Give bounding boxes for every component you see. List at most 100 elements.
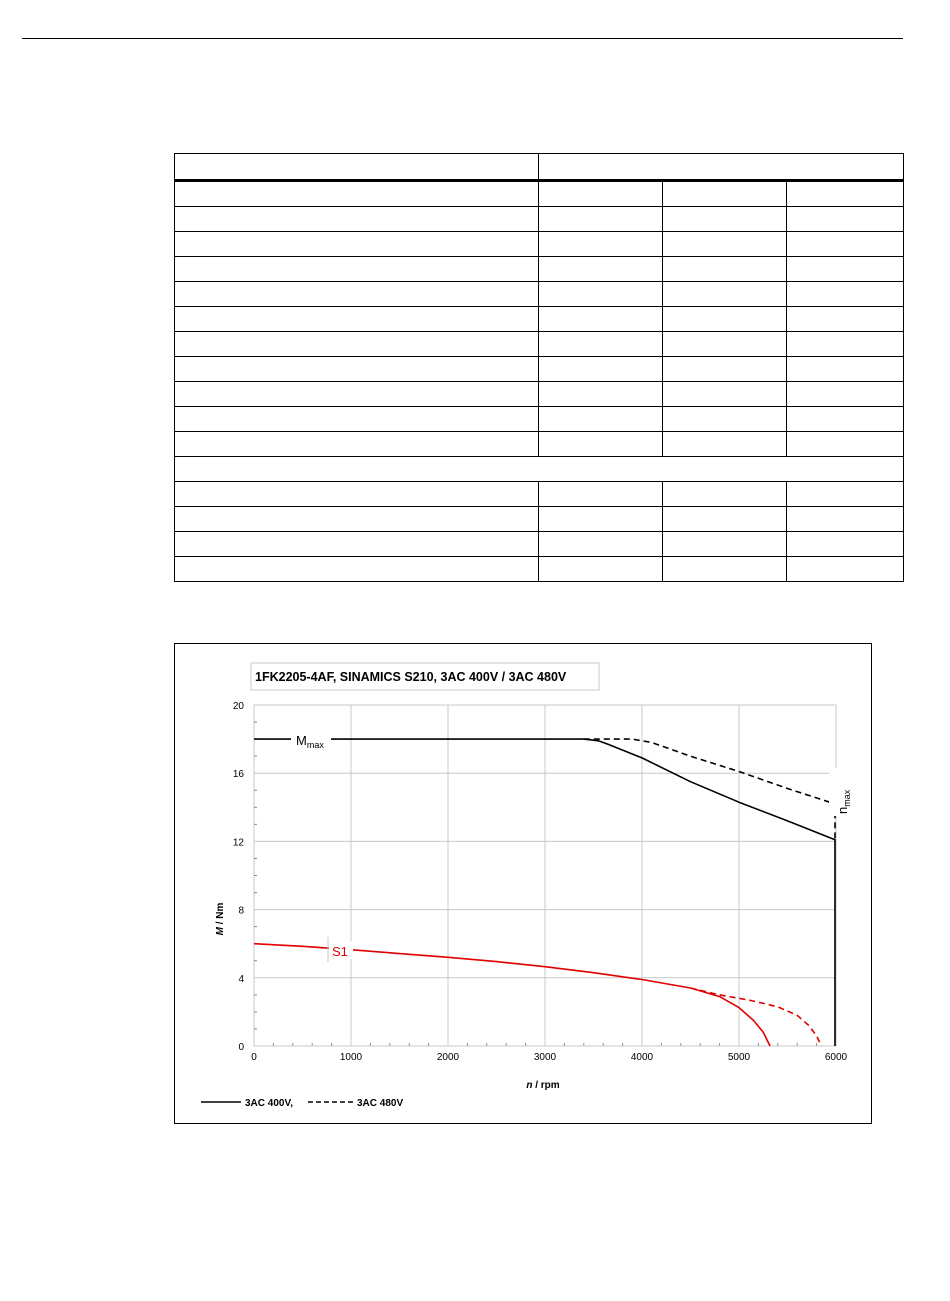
nmax-label-main: n — [835, 807, 850, 814]
y-axis-label-var: M — [215, 926, 226, 935]
table-cell — [662, 531, 787, 557]
table-cell — [662, 281, 787, 307]
table-cell — [662, 431, 787, 457]
table-cell — [174, 231, 539, 257]
table-cell — [785, 331, 905, 357]
table-cell — [662, 306, 787, 332]
table-row — [174, 180, 905, 207]
y-tick-label: 12 — [233, 837, 245, 848]
x-tick-label: 6000 — [825, 1052, 848, 1063]
legend-dashed-label: 3AC 480V — [357, 1098, 403, 1109]
x-tick-label: 2000 — [437, 1052, 460, 1063]
table-cell — [174, 306, 539, 332]
mmax-label-bg — [291, 730, 331, 750]
chart-legend: 3AC 400V, 3AC 480V — [201, 1098, 403, 1109]
table-cell — [662, 180, 787, 207]
x-tick-label: 1000 — [340, 1052, 363, 1063]
s1-label-bg — [329, 941, 353, 959]
table-cell — [174, 331, 539, 357]
table-cell — [785, 481, 905, 507]
table-row — [174, 231, 905, 257]
y-tick-label: 20 — [233, 701, 245, 712]
torque-speed-chart: 1FK2205-4AF, SINAMICS S210, 3AC 400V / 3… — [201, 662, 852, 1109]
table-cell — [785, 406, 905, 432]
table-cell — [174, 556, 539, 582]
y-axis-label-unit: / Nm — [215, 902, 226, 927]
mmax-label-sub: max — [307, 740, 325, 750]
y-tick-label: 4 — [238, 974, 244, 985]
y-axis-label: M / Nm — [215, 902, 226, 935]
table-header-row — [174, 153, 905, 182]
x-tick-label: 3000 — [534, 1052, 557, 1063]
table-cell — [538, 381, 663, 407]
table-cell — [662, 356, 787, 382]
table-header-cell — [537, 153, 905, 182]
s1-curve-solid — [253, 942, 771, 1047]
table-cell — [174, 381, 539, 407]
x-axis-label-var: n — [526, 1080, 532, 1091]
x-tick-label: 5000 — [728, 1052, 751, 1063]
table-cell — [538, 206, 663, 232]
chart-title-box — [250, 662, 600, 691]
table-cell — [785, 356, 905, 382]
nmax-label-bg — [829, 768, 851, 816]
table-row — [174, 406, 905, 432]
table-row — [174, 331, 905, 357]
table-cell — [174, 481, 539, 507]
table-cell — [538, 506, 663, 532]
table-row — [174, 481, 905, 507]
table-cell — [662, 406, 787, 432]
table-subheader-cell — [173, 456, 905, 482]
table-cell — [662, 256, 787, 282]
nmax-label-sub: max — [842, 789, 852, 807]
table-cell — [785, 556, 905, 582]
table-cell — [785, 180, 905, 207]
table-cell — [174, 406, 539, 432]
table-cell — [538, 356, 663, 382]
table-row — [174, 256, 905, 282]
table-row — [174, 431, 905, 457]
table-cell — [538, 431, 663, 457]
table-cell — [174, 256, 539, 282]
table-row — [174, 281, 905, 307]
table-row — [174, 381, 905, 407]
y-tick-label: 8 — [238, 906, 244, 917]
table-cell — [662, 381, 787, 407]
nmax-label: nmax — [835, 789, 852, 814]
table-header-cell — [174, 153, 539, 182]
table-cell — [785, 531, 905, 557]
mmax-label: Mmax — [296, 733, 324, 750]
mmax-curve-dashed — [583, 738, 836, 840]
x-axis-label: n / rpm — [526, 1080, 559, 1091]
table-cell — [174, 531, 539, 557]
page-top-rule — [22, 38, 903, 39]
table-cell — [662, 506, 787, 532]
x-tick-label: 0 — [251, 1052, 257, 1063]
table-cell — [174, 281, 539, 307]
table-row — [174, 531, 905, 557]
table-cell — [785, 256, 905, 282]
table-row — [174, 206, 905, 232]
table-cell — [538, 556, 663, 582]
chart-curves — [253, 738, 836, 1047]
table-cell — [662, 556, 787, 582]
table-cell — [174, 356, 539, 382]
table-cell — [538, 256, 663, 282]
x-axis-label-unit: / rpm — [532, 1080, 559, 1091]
table-cell — [662, 331, 787, 357]
table-cell — [538, 180, 663, 207]
table-row — [174, 306, 905, 332]
table-cell — [174, 431, 539, 457]
table-row — [174, 356, 905, 382]
y-tick-label: 0 — [238, 1042, 244, 1053]
table-cell — [662, 231, 787, 257]
table-cell — [538, 331, 663, 357]
chart-frame: 1FK2205-4AF, SINAMICS S210, 3AC 400V / 3… — [174, 643, 872, 1124]
table-cell — [785, 506, 905, 532]
table-cell — [174, 180, 539, 207]
table-cell — [662, 481, 787, 507]
table-cell — [785, 306, 905, 332]
mmax-curve-solid — [254, 738, 836, 1046]
table-cell — [174, 506, 539, 532]
table-cell — [538, 281, 663, 307]
